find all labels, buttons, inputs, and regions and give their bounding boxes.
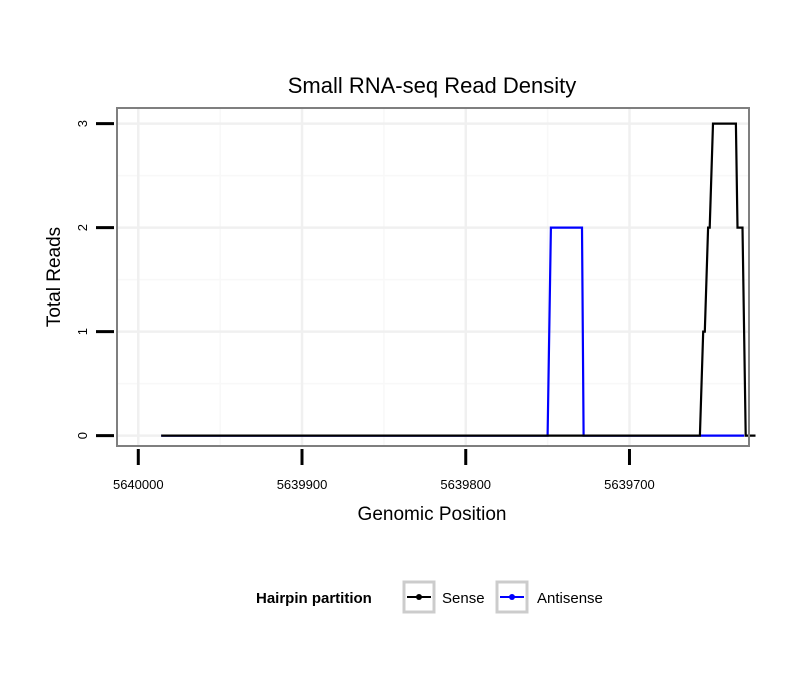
legend-label-sense: Sense bbox=[442, 590, 485, 607]
x-axis-title: Genomic Position bbox=[358, 504, 507, 525]
legend: Hairpin partition Sense Antisense bbox=[256, 580, 603, 614]
y-tick-label: 1 bbox=[75, 328, 90, 335]
x-tick-label: 5639700 bbox=[604, 477, 655, 492]
x-tick-label: 5639800 bbox=[440, 477, 491, 492]
x-tick-label: 5639900 bbox=[277, 477, 328, 492]
x-tick-label: 5640000 bbox=[113, 477, 164, 492]
series-line-sense bbox=[161, 122, 756, 437]
y-tick-label: 3 bbox=[75, 120, 90, 127]
legend-title: Hairpin partition bbox=[256, 590, 372, 607]
plot-border bbox=[116, 107, 750, 447]
y-tick-label: 2 bbox=[75, 224, 90, 231]
y-tick-label: 0 bbox=[75, 432, 90, 439]
legend-item-antisense: Antisense bbox=[495, 580, 603, 614]
legend-key-dot bbox=[509, 594, 515, 600]
x-axis: 5640000 5639900 5639800 5639700 bbox=[113, 449, 655, 492]
series-lines bbox=[161, 122, 756, 437]
legend-label-antisense: Antisense bbox=[537, 590, 603, 607]
legend-item-sense: Sense bbox=[402, 580, 485, 614]
legend-key-dot bbox=[416, 594, 422, 600]
plot-background bbox=[117, 108, 749, 446]
y-axis-title: Total Reads bbox=[44, 227, 65, 327]
plot-panel bbox=[116, 107, 756, 447]
y-axis: 0 1 2 3 bbox=[75, 120, 114, 439]
chart-title: Small RNA-seq Read Density bbox=[288, 73, 577, 98]
